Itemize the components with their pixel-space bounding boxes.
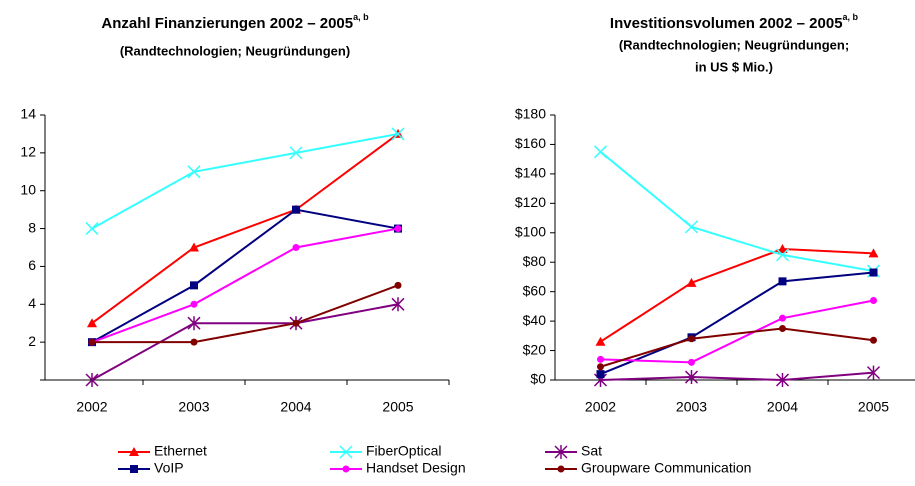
- series-line: [600, 371, 874, 382]
- subtitle: (Randtechnologien; Neugründungen;: [619, 37, 849, 52]
- marker: [688, 358, 695, 366]
- chart-title: Investitionsvolumen 2002 – 2005a, b: [610, 12, 859, 32]
- marker: [869, 268, 878, 277]
- series-line: [91, 303, 399, 381]
- title-text: Anzahl Finanzierungen 2002 – 2005: [101, 15, 353, 32]
- y-tick-label: $180: [515, 106, 546, 122]
- marker: [597, 363, 604, 371]
- x-tick-label: 2003: [178, 399, 209, 415]
- marker: [866, 365, 881, 380]
- marker: [190, 281, 198, 290]
- x-tick-label: 2004: [280, 399, 311, 415]
- legend-label: Groupware Communication: [581, 460, 751, 476]
- marker: [778, 277, 787, 286]
- marker: [777, 243, 788, 253]
- title-text: Investitionsvolumen 2002 – 2005: [610, 15, 843, 32]
- y-tick-label: 4: [28, 295, 36, 311]
- legend-label: FiberOptical: [366, 443, 441, 459]
- x-tick-label: 2005: [382, 399, 413, 415]
- y-tick-label: $80: [523, 253, 547, 269]
- y-tick-label: $120: [515, 194, 546, 210]
- y-tick-label: 10: [20, 181, 36, 197]
- marker: [189, 242, 199, 252]
- marker: [190, 338, 198, 346]
- series-line: [91, 208, 399, 344]
- y-tick-label: 14: [20, 106, 36, 122]
- series-line: [600, 299, 874, 364]
- marker: [129, 447, 139, 456]
- subtitle: in US $ Mio.): [695, 59, 773, 74]
- marker: [292, 244, 300, 251]
- y-tick-label: 12: [20, 144, 36, 160]
- x-tick-label: 2002: [585, 399, 616, 415]
- marker: [391, 127, 405, 141]
- series-line: [91, 133, 399, 325]
- marker: [554, 445, 568, 459]
- x-tick-label: 2004: [767, 399, 798, 415]
- series-line: [599, 151, 874, 273]
- marker: [596, 370, 605, 379]
- legend-label: Sat: [581, 443, 602, 459]
- legend-label: Handset Design: [366, 460, 466, 476]
- y-tick-label: $40: [523, 312, 547, 328]
- marker: [289, 146, 303, 160]
- marker: [779, 324, 786, 332]
- marker: [342, 465, 350, 473]
- marker: [686, 277, 697, 287]
- marker: [688, 335, 695, 343]
- x-tick-label: 2005: [858, 399, 889, 415]
- series-line: [91, 132, 399, 230]
- marker: [394, 225, 402, 233]
- marker: [339, 445, 353, 459]
- marker: [187, 165, 201, 179]
- marker: [391, 297, 405, 312]
- y-tick-label: 6: [28, 257, 36, 273]
- x-tick-label: 2002: [76, 399, 107, 415]
- marker: [187, 316, 201, 331]
- marker: [684, 220, 699, 234]
- y-tick-label: $140: [515, 165, 546, 181]
- title-superscript: a, b: [353, 12, 369, 22]
- marker: [870, 336, 877, 344]
- marker: [85, 373, 99, 387]
- marker: [597, 355, 604, 363]
- y-tick-label: $160: [515, 135, 546, 151]
- y-tick-label: 8: [28, 219, 36, 235]
- marker: [88, 338, 96, 346]
- marker: [775, 373, 790, 387]
- series-line: [600, 327, 874, 368]
- y-tick-label: $0: [530, 371, 546, 387]
- marker: [292, 319, 300, 327]
- series-line: [92, 284, 399, 344]
- y-tick-label: $100: [515, 223, 546, 239]
- series-line: [91, 227, 399, 344]
- marker: [394, 281, 402, 289]
- marker: [870, 297, 877, 304]
- series-line: [600, 271, 874, 376]
- marker: [292, 205, 300, 214]
- series-line: [599, 247, 874, 343]
- y-tick-label: $20: [523, 341, 547, 357]
- marker: [779, 314, 786, 322]
- marker: [684, 370, 699, 385]
- marker: [87, 318, 97, 328]
- title-superscript: a, b: [843, 12, 859, 22]
- marker: [190, 300, 198, 308]
- marker: [85, 222, 99, 236]
- legend-label: VoIP: [154, 460, 184, 476]
- marker: [868, 248, 879, 258]
- marker: [595, 336, 606, 346]
- legend-label: Ethernet: [154, 443, 207, 459]
- y-tick-label: $60: [523, 282, 547, 298]
- marker: [775, 248, 790, 262]
- x-tick-label: 2003: [676, 399, 707, 415]
- subtitle: (Randtechnologien; Neugründungen): [120, 43, 350, 58]
- chart-title: Anzahl Finanzierungen 2002 – 2005a, b: [101, 12, 369, 32]
- marker: [130, 465, 138, 473]
- y-tick-label: 2: [28, 333, 36, 349]
- marker: [557, 465, 565, 473]
- marker: [593, 145, 608, 159]
